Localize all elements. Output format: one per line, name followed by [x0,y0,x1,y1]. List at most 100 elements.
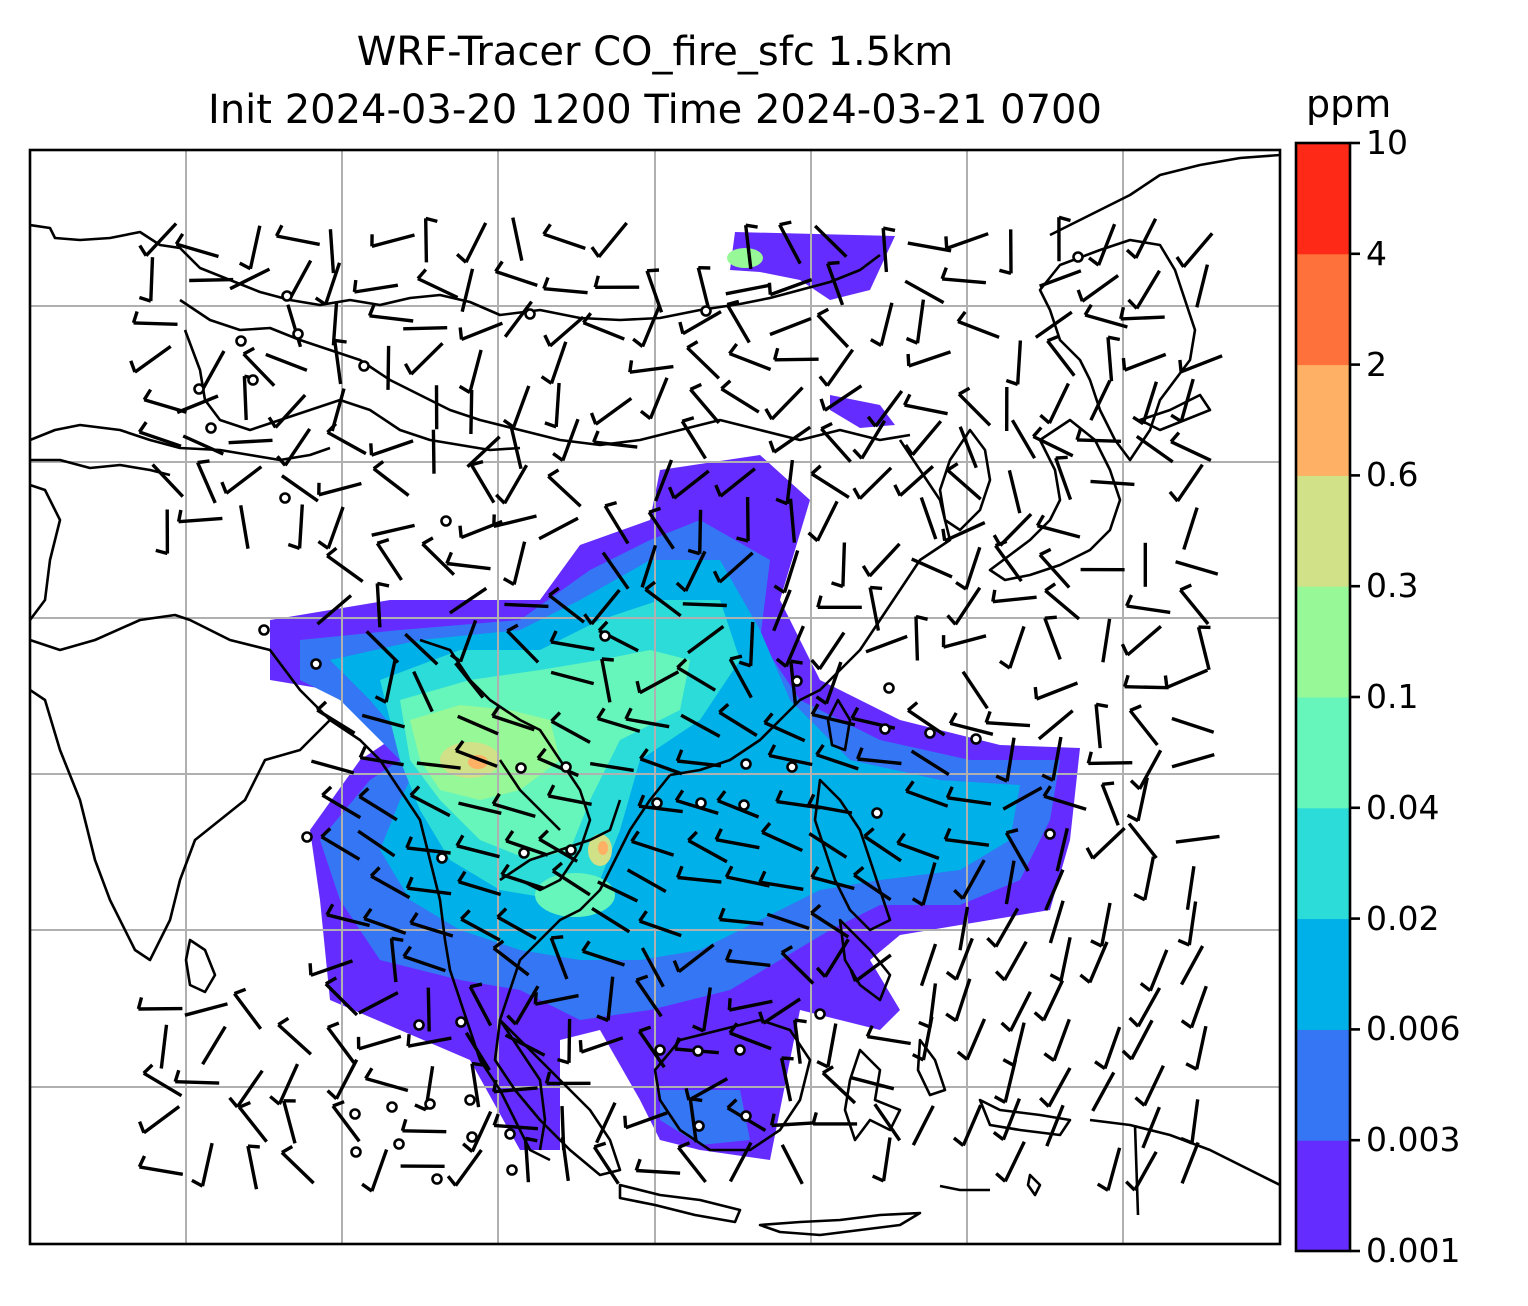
wind-barb-flag [471,1061,485,1067]
wind-barb-shaft [778,223,802,265]
wind-barb-shaft [688,1077,729,1102]
wind-barb-shaft [1176,463,1204,503]
colorbar-tick-label: 0.02 [1366,898,1440,938]
wind-barb-shaft [994,907,1020,948]
wind-barb-flag [911,1053,925,1062]
colorbar-tick-label: 0.006 [1366,1009,1461,1049]
philippines-coast [813,778,892,932]
wind-barb-flag [902,393,912,406]
wind-barb-flag [131,310,139,324]
wind-barb-shaft [785,459,795,505]
borneo-coast [653,1018,812,1152]
wind-barb-shaft [745,496,750,542]
wind-barb-shaft [728,658,753,699]
wind-barb-flag [995,774,1008,783]
wind-barb-shaft [810,472,850,499]
wind-barb-flag [543,334,552,347]
wind-barb-flag [409,785,421,797]
wind-barb-shaft [808,803,853,815]
wind-barb-flag [470,459,484,467]
wind-barb-flag [1133,892,1146,902]
wind-barb-flag [815,695,828,706]
wind-barb-shaft [784,625,805,668]
wind-barb-flag [228,1096,239,1109]
wind-barb-flag [361,1182,373,1193]
wind-barb-flag [500,863,510,876]
wind-barb-flag [998,659,1011,670]
wind-barb-shaft [326,1026,356,1064]
wind-barb-flag [458,327,464,340]
wind-barb-shaft [318,481,362,497]
wind-barb-flag [402,945,413,958]
wind-barb-shaft [686,625,725,655]
wind-barb-flag [1121,357,1127,371]
wind-barb-flag [1126,813,1139,823]
wind-barb-flag [956,310,967,323]
wind-barb-shaft [512,541,527,585]
wind-barb-shaft [595,1101,617,1144]
wind-barb-shaft [788,498,797,543]
wind-barb-shaft [139,1165,184,1176]
wind-barb-flag [425,216,438,224]
wind-barb-flag [810,703,820,716]
calm-wind-circle [924,727,936,739]
wind-barb-flag [911,897,924,907]
wind-barb-flag [948,712,958,725]
wind-barb-shaft [606,976,615,1021]
wind-barb-shaft [782,549,800,594]
wind-barb-shaft [698,509,703,554]
wind-barb-flag [638,910,648,923]
wind-barb-flag [578,1039,583,1053]
wind-barb-shaft [416,761,461,770]
wind-barb-shaft [144,222,178,257]
wind-barb-flag [1055,455,1068,460]
wind-barb-shaft [728,1141,753,1183]
wind-barb-shaft [282,1100,297,1144]
wind-barb-shaft [283,427,312,467]
wind-barb-flag [716,790,727,802]
wind-barb-shaft [867,1034,911,1046]
wind-barb-shaft [677,943,715,974]
wind-barb-shaft [424,218,429,263]
wind-barb-shaft [1189,985,1208,1029]
wind-barb-shaft [854,953,892,983]
wind-barb-flag [446,1175,457,1187]
wind-barb-shaft [689,388,721,425]
wind-barb-shaft [1138,749,1163,790]
wind-barb-shaft [625,717,670,729]
wind-barb-shaft [1100,902,1112,947]
wind-barb-shaft [1179,378,1195,422]
wind-barb-shaft [719,467,756,498]
wind-barb-flag [327,1021,340,1029]
wind-barb-flag [822,1065,834,1075]
wind-barb-flag [1042,785,1052,798]
wind-barbs [129,215,1223,1193]
calm-wind-circle [506,1164,518,1176]
wind-barb-shaft [1185,865,1196,910]
wind-barb-shaft [1034,310,1073,339]
wind-barb-flag [403,362,413,376]
wind-barb-shaft [728,999,773,1012]
wind-barb-flag [138,295,152,303]
wind-barb-flag [274,224,284,237]
wind-barb-flag [986,936,998,948]
wind-barb-flag [469,982,483,989]
wind-barb-flag [176,509,183,523]
wind-barb-shaft [1091,826,1126,860]
wind-barb-flag [540,375,553,385]
wind-barb-shaft [389,938,398,983]
wind-barb-flag [678,321,685,335]
wind-barb-shaft [426,987,431,1032]
wind-barb-shaft [1037,709,1074,741]
wind-barb-shaft [491,714,535,732]
wind-barb-shaft [320,835,361,861]
wind-barb-shaft [326,554,364,583]
wind-barb-flag [502,577,515,586]
wind-barb-flag [1094,1060,1106,1070]
wind-barb-shaft [1134,217,1158,259]
wind-barb-flag [1139,982,1152,993]
wind-barb-flag [138,244,148,257]
wind-barb-shaft [601,551,630,590]
wind-barb-shaft [178,516,223,524]
wind-barb-flag [376,581,390,588]
